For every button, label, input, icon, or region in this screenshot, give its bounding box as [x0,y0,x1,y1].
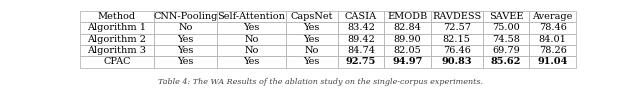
Text: Table 4: The WA Results of the ablation study on the single-corpus experiments.: Table 4: The WA Results of the ablation … [157,77,483,86]
